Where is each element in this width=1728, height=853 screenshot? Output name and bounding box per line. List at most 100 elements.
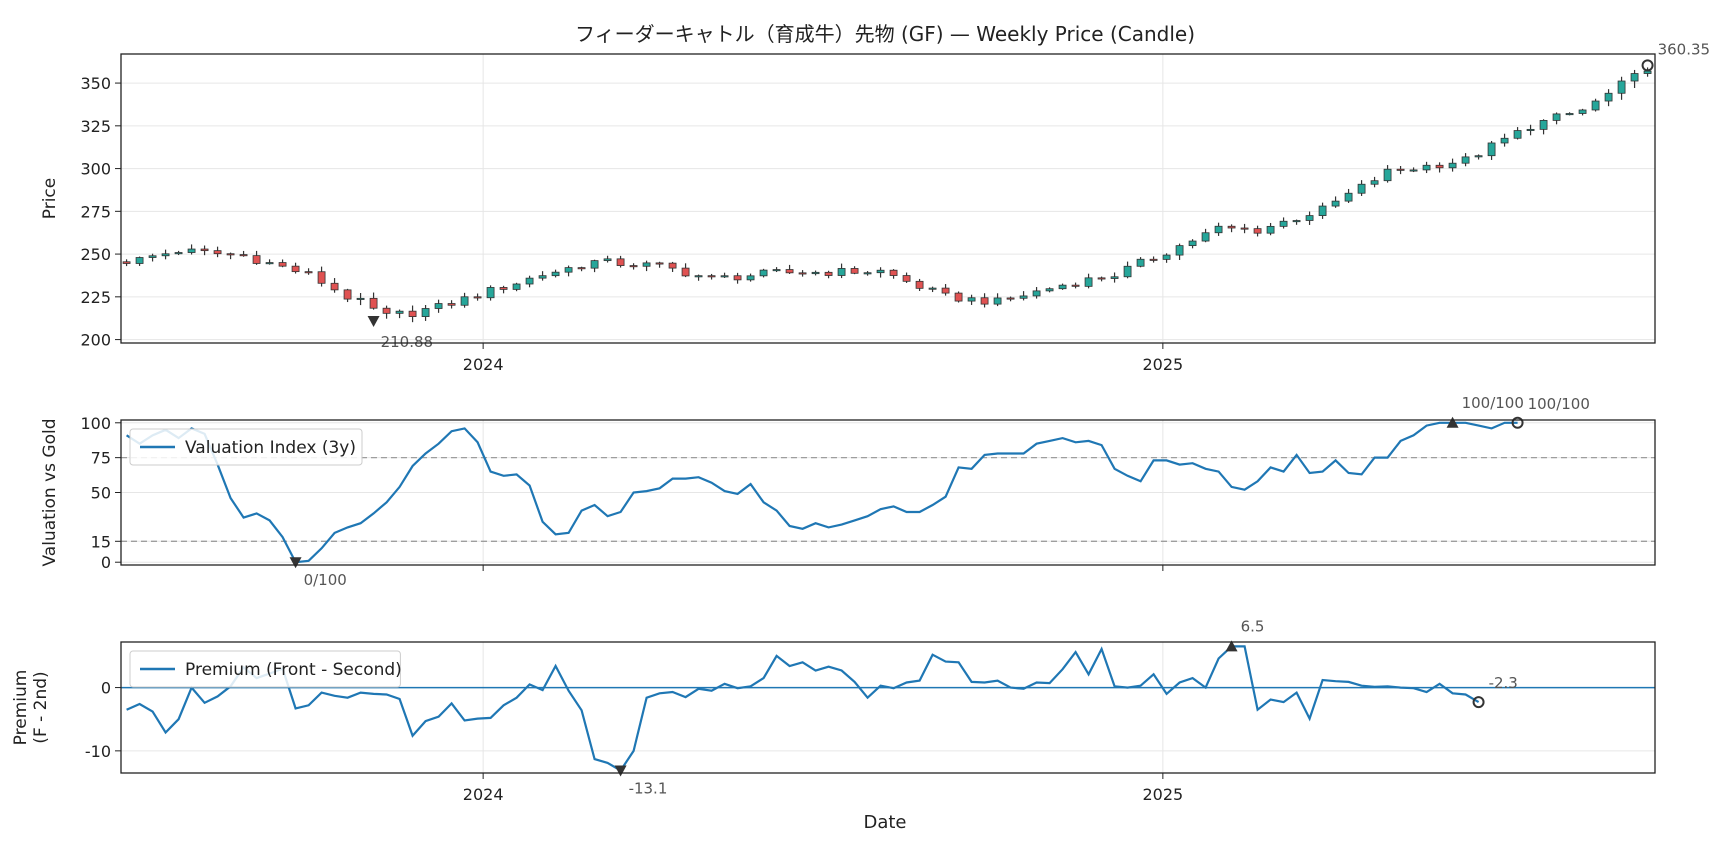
candle-body [980,297,989,305]
candle-body [1617,80,1626,94]
candle-body [1331,200,1340,207]
candle-body [1422,164,1431,171]
candle-body [694,275,703,278]
y-tick-label: 250 [80,245,111,264]
candle-body [317,271,326,284]
series-line [126,645,1480,772]
candle-body [486,287,495,299]
candle-body [1188,240,1197,247]
candle-body [1591,100,1600,111]
candle-body [1448,162,1457,169]
y-tick-label: 15 [91,532,111,551]
candle-body [746,275,755,281]
candle-body [1500,137,1509,144]
candle-body [967,297,976,302]
candle-body [525,277,534,285]
candle-body [1305,215,1314,221]
series-line [126,421,1518,564]
candle-body [941,287,950,294]
candle-body [278,262,287,267]
legend-box [129,650,401,688]
candle-body [1175,245,1184,256]
candle-body [1409,169,1418,172]
min-marker [289,557,302,569]
y-tick-label: 325 [80,117,111,136]
candle-body [603,258,612,262]
candle-body [1214,225,1223,234]
candle-body [1097,277,1106,280]
candle-body [551,271,560,277]
candle-body [356,297,365,300]
x-tick-label: 2024 [463,355,504,374]
y-tick-label: 0 [101,679,111,698]
candle-body [616,258,625,266]
candle-body [460,296,469,306]
last-marker [1472,696,1485,709]
candle-body [1383,168,1392,182]
candle-body [421,308,430,317]
candle-body [447,303,456,306]
candle-body [1084,277,1093,287]
candle-body [993,297,1002,305]
max-marker [1446,416,1459,428]
x-tick-label: 2025 [1142,355,1183,374]
legend: Premium (Front - Second) [129,650,402,688]
candle-body [148,255,157,258]
candle-body [655,262,664,265]
candle-body [1136,258,1145,267]
annotation-label: 6.5 [1241,617,1265,635]
candle-body [1539,120,1548,130]
candle-body [1487,142,1496,157]
candle-body [1552,113,1561,121]
candle-body [1240,227,1249,230]
candle-body [1162,254,1171,260]
annotation-label: 360.35 [1658,40,1711,58]
candle-body [1578,109,1587,114]
candle-body [954,292,963,302]
candle-body [1344,192,1353,202]
candle-body [1032,290,1041,297]
y-axis-label: Premium [11,670,31,746]
candle-body [1565,113,1574,116]
y-axis-label: Price [40,178,60,219]
y-tick-label: 50 [91,484,111,503]
candle-body [1461,156,1470,164]
chart-title: フィーダーキャトル（育成牛）先物 (GF) — Weekly Price (Ca… [575,22,1195,46]
candle-body [1058,284,1067,290]
candle-body [759,269,768,277]
candle-body [213,250,222,255]
candle-body [343,289,352,300]
candle-body [434,303,443,309]
plot-frame [120,419,1656,566]
legend-label: Valuation Index (3y) [185,438,356,458]
candle-body [577,267,586,270]
candle-body [1370,180,1379,185]
legend: Valuation Index (3y) [129,428,363,466]
y-tick-label: 100 [80,414,111,433]
candle-body [499,287,508,290]
candle-body [1019,295,1028,299]
candle-body [564,267,573,273]
candle-body [707,275,716,278]
candle-body [1110,276,1119,279]
candle-body [1435,164,1444,169]
candle-body [1474,155,1483,158]
x-axis-label: Date [863,812,906,833]
y-tick-label: 275 [80,202,111,221]
candle-body [1266,225,1275,234]
candle-body [915,280,924,289]
candle-body [395,310,404,314]
candle-body [590,260,599,269]
candle-body [1006,297,1015,300]
candle-body [1123,265,1132,278]
candle-body [772,269,781,272]
y-axis-label: Valuation vs Gold [40,418,60,566]
y-tick-label: -10 [85,742,111,761]
low-marker [367,315,380,327]
candle-body [161,253,170,257]
plot-frame [120,53,1656,344]
legend-box [129,428,363,466]
min-marker [614,765,627,777]
annotation-label: 100/100 [1528,395,1590,413]
